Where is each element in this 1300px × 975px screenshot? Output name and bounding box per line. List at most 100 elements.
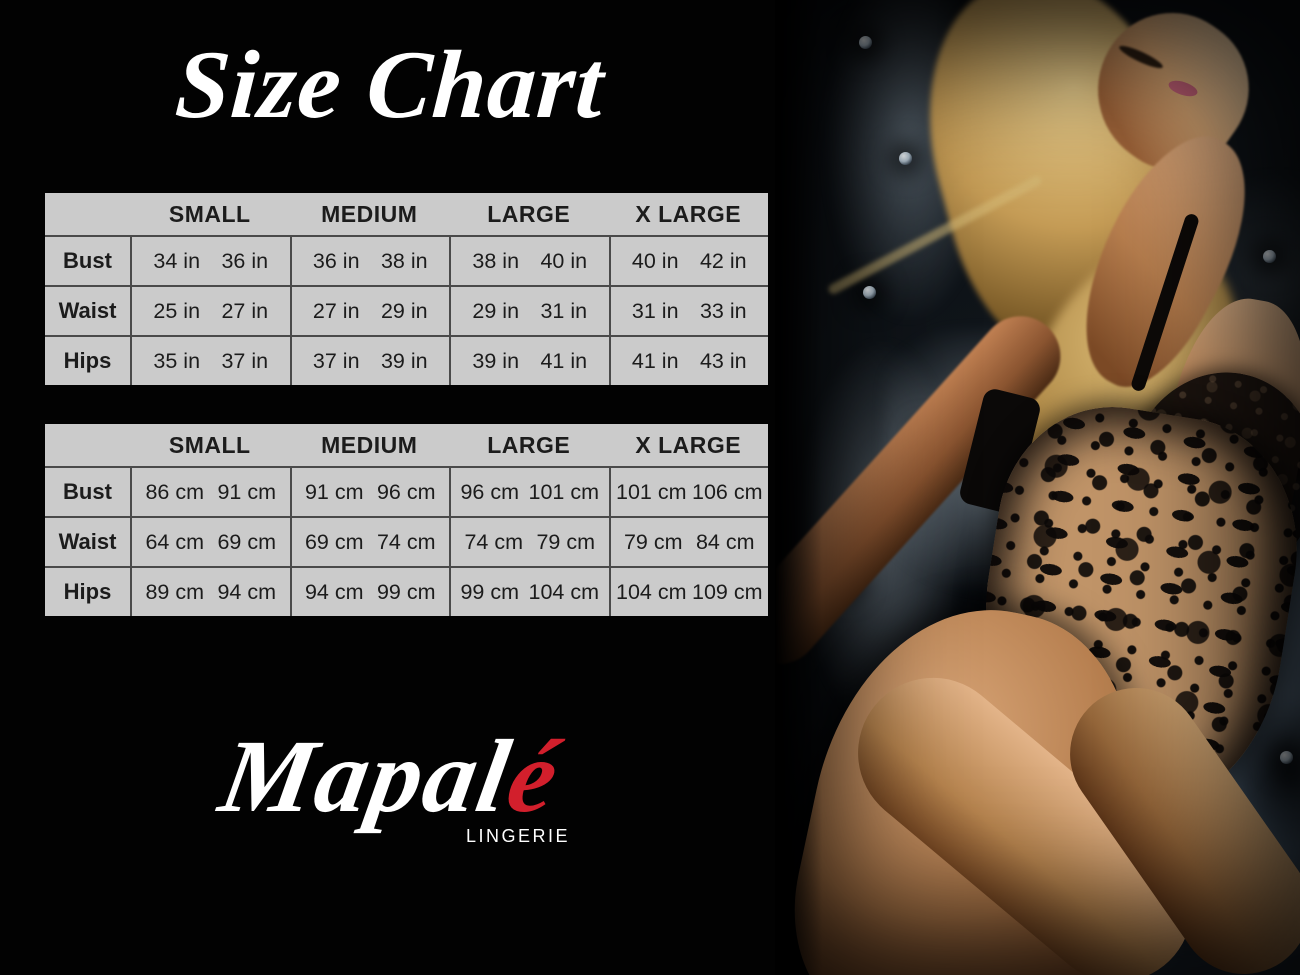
measurement-value: 29 in	[380, 298, 428, 323]
size-table-centimeters: SMALL MEDIUM LARGE X LARGE Bust 86 cm 91 cm 91 …	[45, 424, 768, 616]
measurement-cell: 39 in 41 in	[449, 337, 609, 385]
measurement-value: 86 cm	[145, 479, 205, 504]
measurement-value: 79 cm	[623, 529, 683, 554]
measurement-value: 64 cm	[145, 529, 205, 554]
measurement-value: 91 cm	[304, 479, 364, 504]
measurement-cell: 104 cm 109 cm	[608, 568, 769, 616]
measurement-cell: 91 cm 96 cm	[289, 468, 450, 516]
model-photo	[775, 0, 1300, 975]
measurement-value: 40 in	[631, 248, 679, 273]
measurement-cell: 40 in 42 in	[608, 237, 769, 285]
measurement-cell: 69 cm 74 cm	[289, 518, 450, 566]
measurement-value: 94 cm	[304, 579, 364, 604]
measurement-row: Waist 64 cm 69 cm 69 cm 74 cm 74 cm 79 cm 79 cm…	[45, 516, 768, 566]
measurement-cell: 25 in 27 in	[132, 287, 290, 335]
measurement-value: 41 in	[540, 348, 588, 373]
size-column-header: LARGE	[487, 200, 571, 227]
measurement-cell: 89 cm 94 cm	[132, 568, 290, 616]
measurement-label: Bust	[45, 237, 132, 285]
measurement-value: 109 cm	[691, 579, 763, 604]
measurement-row: Bust 34 in 36 in 36 in 38 in 38 in 40 in 40 in 4…	[45, 235, 768, 285]
measurement-cell: 38 in 40 in	[449, 237, 609, 285]
measurement-cell: 96 cm 101 cm	[449, 468, 609, 516]
measurement-value: 104 cm	[615, 579, 687, 604]
measurement-label: Hips	[45, 337, 132, 385]
measurement-cell: 36 in 38 in	[289, 237, 450, 285]
measurement-value: 99 cm	[376, 579, 436, 604]
measurement-value: 96 cm	[376, 479, 436, 504]
measurement-row: Bust 86 cm 91 cm 91 cm 96 cm 96 cm 101 cm 101 c…	[45, 466, 768, 516]
measurement-value: 96 cm	[460, 479, 520, 504]
measurement-value: 25 in	[153, 298, 201, 323]
measurement-cell: 94 cm 99 cm	[289, 568, 450, 616]
size-column-header: MEDIUM	[321, 200, 418, 227]
size-column-header: X LARGE	[635, 431, 742, 458]
measurement-value: 106 cm	[691, 479, 763, 504]
measurement-value: 31 in	[540, 298, 588, 323]
measurement-cell: 74 cm 79 cm	[449, 518, 609, 566]
measurement-cell: 27 in 29 in	[289, 287, 450, 335]
measurement-cell: 101 cm 106 cm	[608, 468, 769, 516]
size-column-header: X LARGE	[635, 200, 742, 227]
measurement-value: 91 cm	[217, 479, 277, 504]
measurement-cell: 34 in 36 in	[132, 237, 290, 285]
measurement-row: Hips 89 cm 94 cm 94 cm 99 cm 99 cm 104 cm 104 c…	[45, 566, 768, 616]
photo-vignette	[775, 0, 1300, 975]
brand-logo: Mapalé LINGERIE	[45, 712, 735, 847]
size-column-header: LARGE	[487, 431, 571, 458]
measurement-row: Hips 35 in 37 in 37 in 39 in 39 in 41 in 41 in 4…	[45, 335, 768, 385]
size-table-header: SMALL MEDIUM LARGE X LARGE	[45, 424, 768, 466]
brand-name: Mapalé	[34, 712, 747, 842]
measurement-cell: 79 cm 84 cm	[608, 518, 769, 566]
measurement-value: 34 in	[153, 248, 201, 273]
measurement-label: Bust	[45, 468, 132, 516]
measurement-label: Hips	[45, 568, 132, 616]
measurement-value: 84 cm	[695, 529, 755, 554]
measurement-cell: 64 cm 69 cm	[132, 518, 290, 566]
measurement-label: Waist	[45, 287, 132, 335]
measurement-value: 69 cm	[217, 529, 277, 554]
measurement-value: 43 in	[699, 348, 747, 373]
measurement-cell: 29 in 31 in	[449, 287, 609, 335]
measurement-value: 99 cm	[460, 579, 520, 604]
measurement-value: 27 in	[221, 298, 269, 323]
measurement-value: 89 cm	[145, 579, 205, 604]
measurement-value: 69 cm	[304, 529, 364, 554]
page-title: Size Chart	[172, 31, 608, 138]
measurement-value: 42 in	[699, 248, 747, 273]
measurement-value: 40 in	[540, 248, 588, 273]
measurement-value: 35 in	[153, 348, 201, 373]
brand-name-stem: Mapal	[212, 719, 520, 834]
measurement-value: 39 in	[380, 348, 428, 373]
measurement-value: 38 in	[380, 248, 428, 273]
measurement-value: 101 cm	[528, 479, 600, 504]
brand-tagline: LINGERIE	[465, 826, 571, 846]
size-column-header: SMALL	[168, 431, 251, 458]
measurement-row: Waist 25 in 27 in 27 in 29 in 29 in 31 in 31 in…	[45, 285, 768, 335]
measurement-value: 41 in	[631, 348, 679, 373]
size-table-inches: SMALL MEDIUM LARGE X LARGE Bust 34 in 36 in 36 …	[45, 193, 768, 385]
measurement-cell: 41 in 43 in	[608, 337, 769, 385]
measurement-cell: 86 cm 91 cm	[132, 468, 290, 516]
size-column-header: SMALL	[168, 200, 251, 227]
measurement-value: 38 in	[472, 248, 520, 273]
measurement-value: 79 cm	[536, 529, 596, 554]
measurement-value: 94 cm	[217, 579, 277, 604]
measurement-cell: 37 in 39 in	[289, 337, 450, 385]
measurement-value: 31 in	[631, 298, 679, 323]
measurement-value: 27 in	[312, 298, 360, 323]
measurement-cell: 99 cm 104 cm	[449, 568, 609, 616]
measurement-value: 101 cm	[615, 479, 687, 504]
measurement-value: 37 in	[221, 348, 269, 373]
measurement-value: 37 in	[312, 348, 360, 373]
measurement-value: 39 in	[472, 348, 520, 373]
measurement-label: Waist	[45, 518, 132, 566]
size-table-header: SMALL MEDIUM LARGE X LARGE	[45, 193, 768, 235]
size-column-header: MEDIUM	[321, 431, 418, 458]
measurement-value: 74 cm	[464, 529, 524, 554]
measurement-cell: 35 in 37 in	[132, 337, 290, 385]
measurement-cell: 31 in 33 in	[608, 287, 769, 335]
measurement-value: 104 cm	[528, 579, 600, 604]
measurement-value: 36 in	[221, 248, 269, 273]
